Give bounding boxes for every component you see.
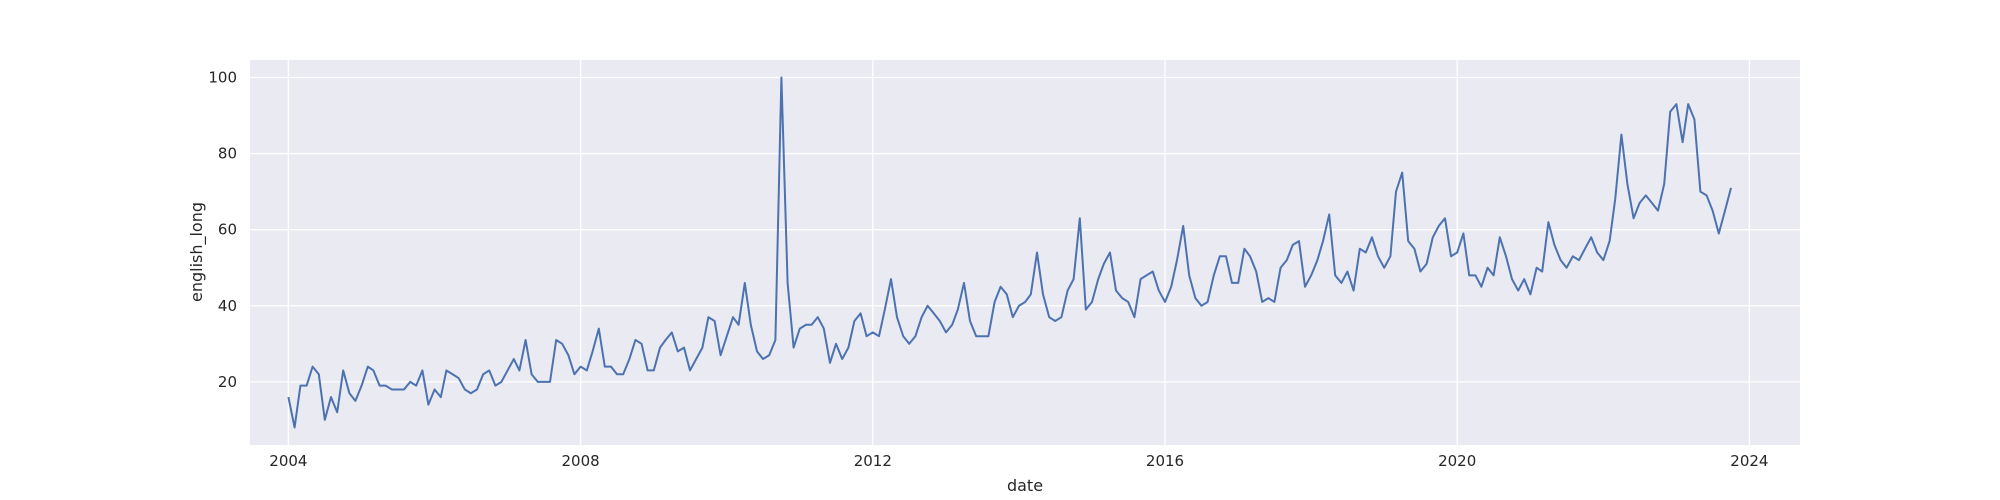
y-tick-label: 20 bbox=[218, 373, 237, 391]
y-axis-ticks: 20 40 60 80 100 bbox=[208, 69, 237, 391]
y-tick-label: 40 bbox=[218, 297, 237, 315]
x-tick-label: 2012 bbox=[854, 452, 892, 470]
y-tick-label: 60 bbox=[218, 221, 237, 239]
y-tick-label: 80 bbox=[218, 145, 237, 163]
y-tick-label: 100 bbox=[208, 69, 237, 87]
x-tick-label: 2008 bbox=[562, 452, 600, 470]
x-tick-label: 2024 bbox=[1730, 452, 1768, 470]
x-axis-ticks: 2004 2008 2012 2016 2020 2024 bbox=[269, 452, 1768, 470]
x-axis-label: date bbox=[1007, 476, 1043, 495]
x-tick-label: 2004 bbox=[269, 452, 307, 470]
y-axis-label: english_long bbox=[187, 202, 207, 302]
plot-area bbox=[250, 60, 1800, 445]
x-tick-label: 2016 bbox=[1146, 452, 1184, 470]
x-tick-label: 2020 bbox=[1438, 452, 1476, 470]
series-line bbox=[287, 76, 1732, 429]
